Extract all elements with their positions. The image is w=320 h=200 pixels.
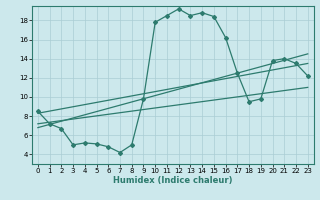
X-axis label: Humidex (Indice chaleur): Humidex (Indice chaleur)	[113, 176, 233, 185]
